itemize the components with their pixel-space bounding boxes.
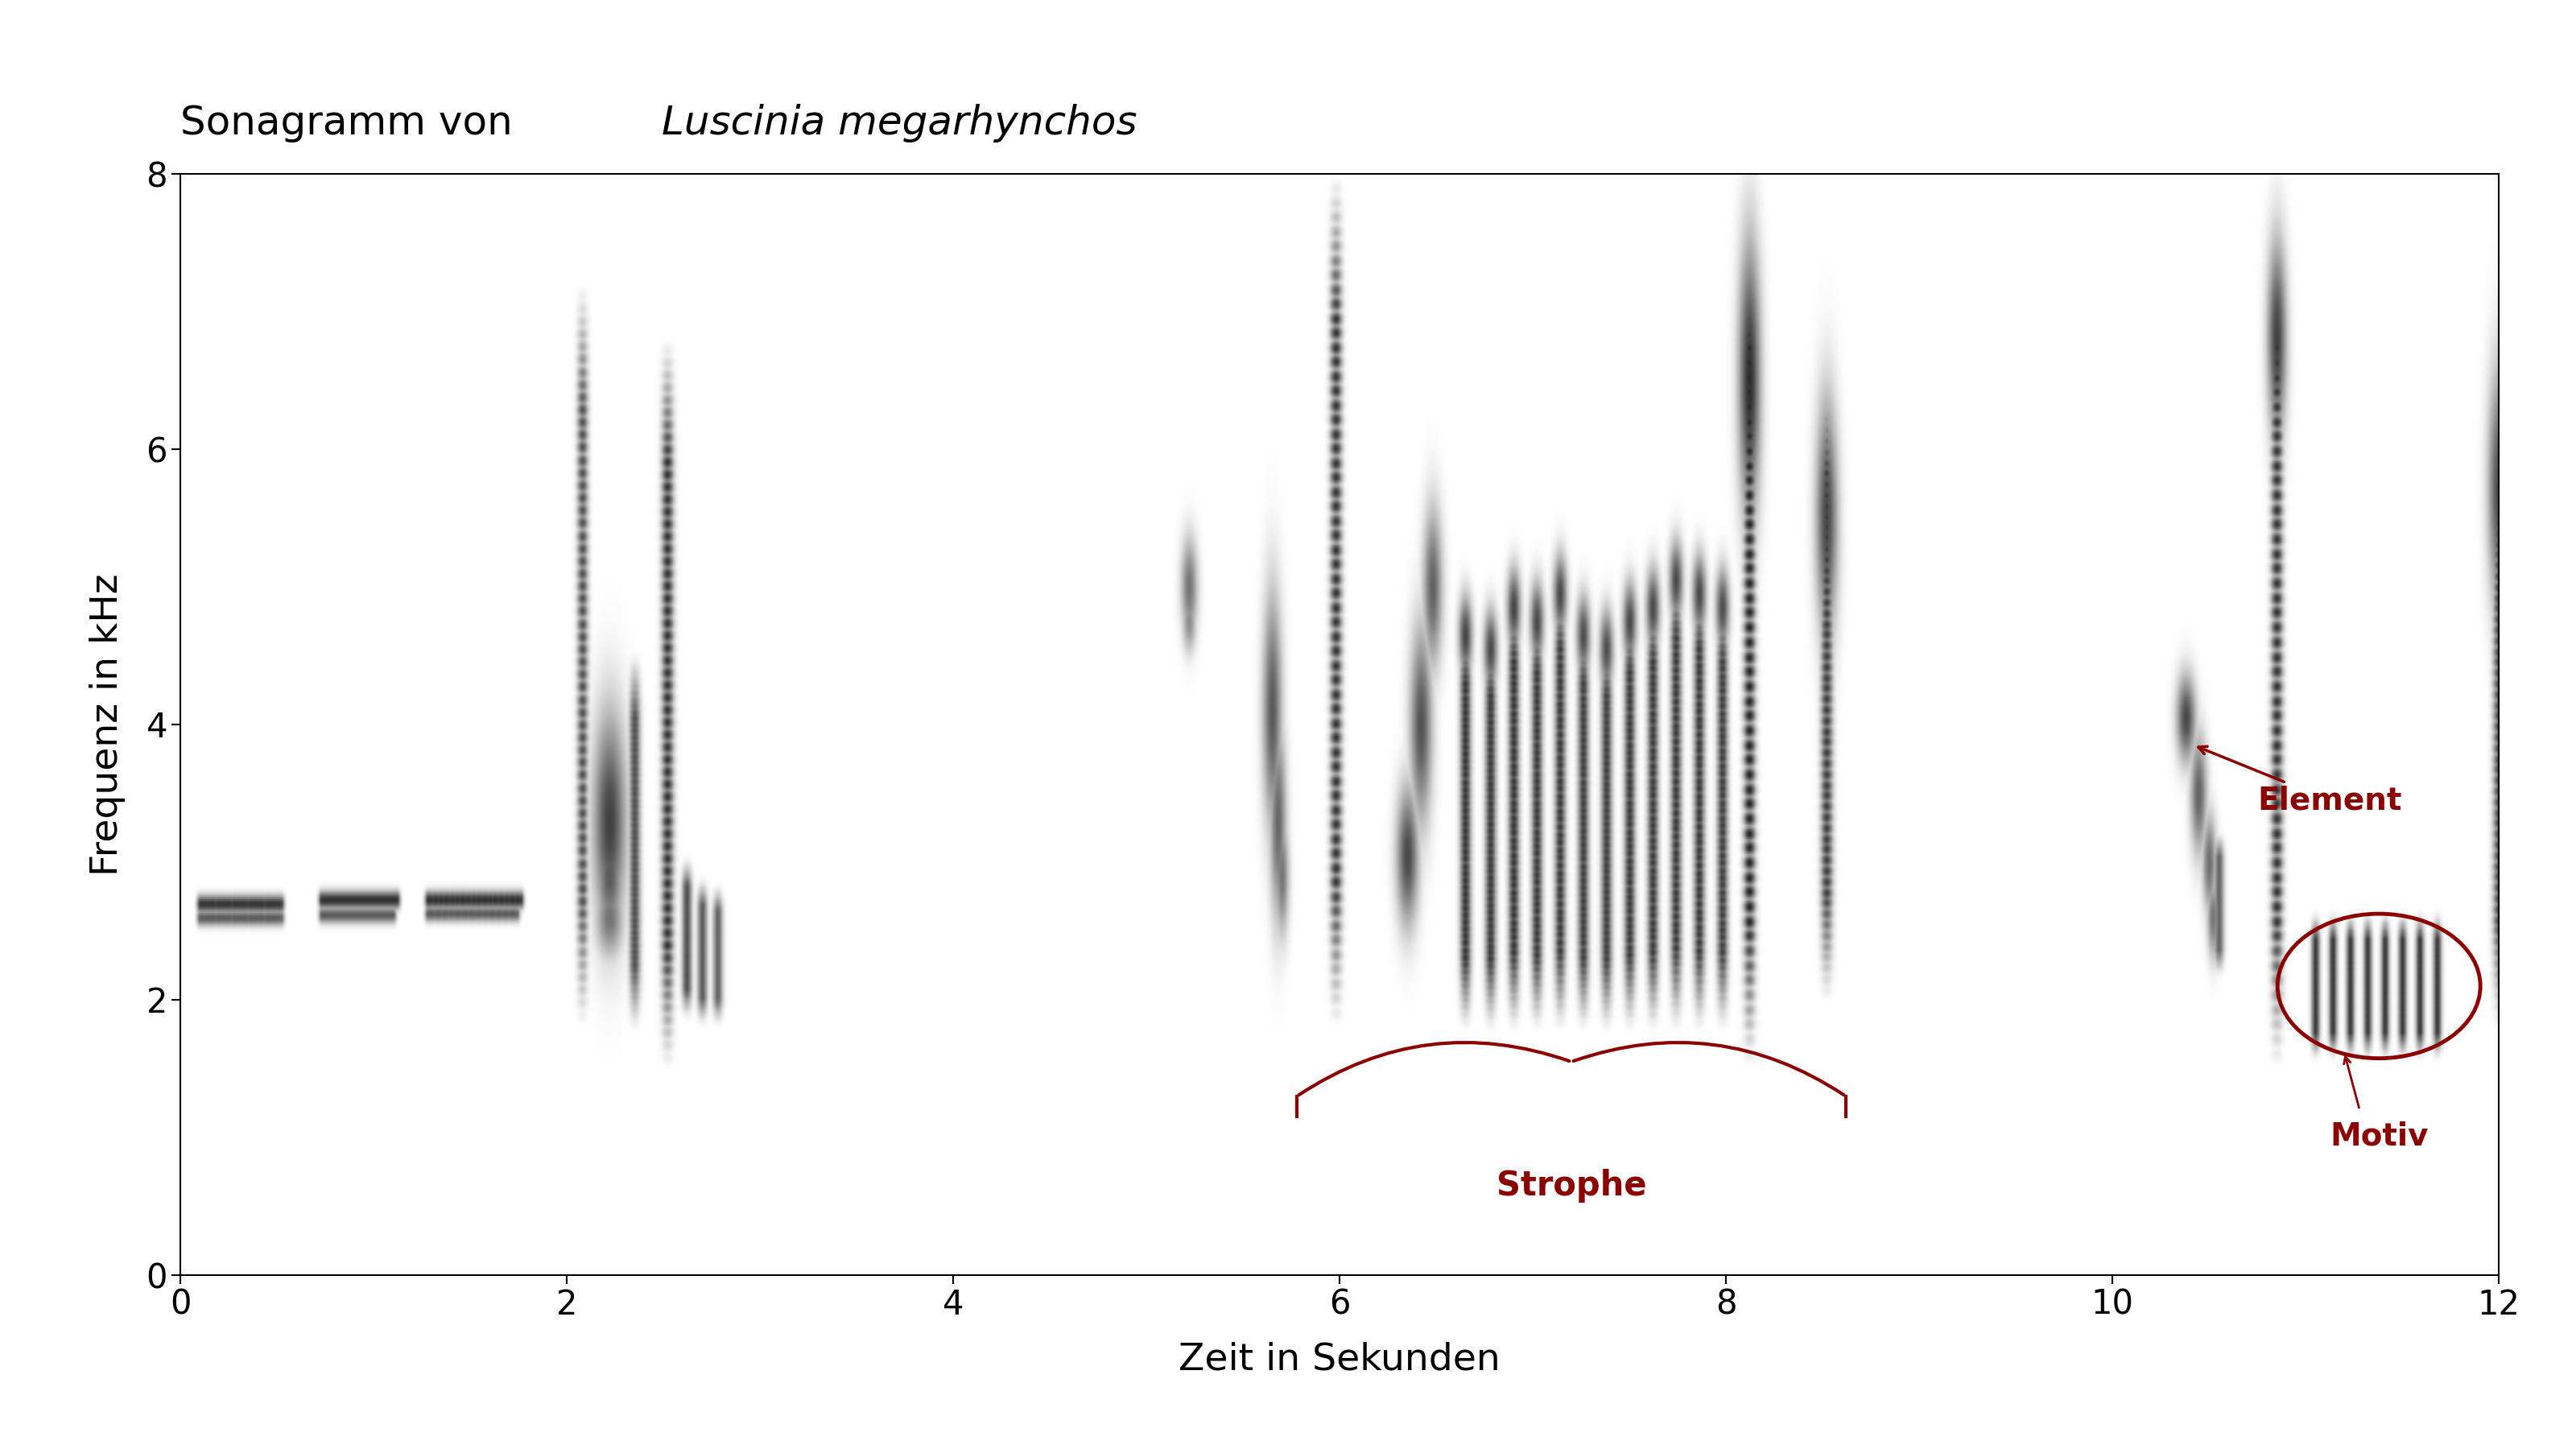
Text: Element: Element [2197, 746, 2401, 816]
Y-axis label: Frequenz in kHz: Frequenz in kHz [90, 574, 126, 875]
Text: Motiv: Motiv [2329, 1122, 2429, 1152]
Text: Sonagramm von: Sonagramm von [180, 104, 526, 142]
Text: Luscinia megarhynchos: Luscinia megarhynchos [662, 104, 1136, 142]
X-axis label: Zeit in Sekunden: Zeit in Sekunden [1180, 1342, 1499, 1378]
Text: Strophe: Strophe [1497, 1169, 1646, 1203]
